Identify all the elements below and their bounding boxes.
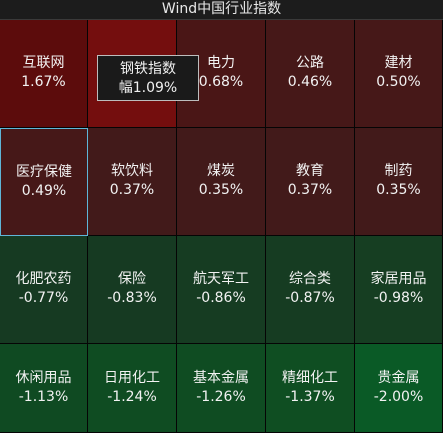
- tile-name: 精细化工: [282, 370, 338, 386]
- tile-change: -0.86%: [196, 290, 246, 306]
- industry-tile[interactable]: 煤炭 0.35%: [177, 128, 266, 236]
- tile-change: 0.37%: [287, 182, 333, 198]
- tile-name: 航天军工: [193, 271, 249, 287]
- tile-change: -1.26%: [196, 389, 246, 405]
- tile-name: 煤炭: [207, 163, 235, 179]
- tile-name: 家居用品: [370, 271, 427, 287]
- tile-change: -0.83%: [107, 290, 157, 306]
- tile-change: -2.00%: [373, 389, 424, 405]
- industry-tile[interactable]: 航天军工 -0.86%: [177, 236, 266, 344]
- industry-tile[interactable]: 建材 0.50%: [355, 20, 443, 128]
- panel-title: Wind中国行业指数: [0, 0, 443, 20]
- tooltip-change: 幅1.09%: [118, 80, 178, 96]
- industry-tile[interactable]: 休闲用品 -1.13%: [0, 344, 88, 433]
- tile-name: 互联网: [22, 55, 65, 71]
- industry-tile[interactable]: 互联网 1.67%: [0, 20, 88, 128]
- tile-change: 0.37%: [109, 182, 155, 198]
- industry-tile[interactable]: 化肥农药 -0.77%: [0, 236, 88, 344]
- industry-tile[interactable]: 教育 0.37%: [266, 128, 355, 236]
- tile-name: 公路: [296, 55, 324, 71]
- tile-name: 软饮料: [111, 163, 153, 179]
- tile-change: 1.67%: [21, 74, 66, 90]
- industry-tile[interactable]: 制药 0.35%: [355, 128, 443, 236]
- tile-name: 休闲用品: [15, 370, 72, 386]
- tile-name: 贵金属: [377, 370, 420, 386]
- tile-change: -0.87%: [285, 290, 335, 306]
- industry-tile[interactable]: 综合类 -0.87%: [266, 236, 355, 344]
- tile-change: -0.98%: [373, 290, 424, 306]
- industry-tile[interactable]: 基本金属 -1.26%: [177, 344, 266, 433]
- tile-name: 制药: [384, 163, 413, 179]
- industry-tile[interactable]: 精细化工 -1.37%: [266, 344, 355, 433]
- tile-name: 保险: [118, 271, 146, 287]
- industry-tile[interactable]: 保险 -0.83%: [88, 236, 177, 344]
- industry-tile[interactable]: 日用化工 -1.24%: [88, 344, 177, 433]
- tile-name: 电力: [207, 55, 235, 71]
- tile-name: 基本金属: [193, 370, 249, 386]
- tile-change: 0.50%: [376, 74, 421, 90]
- tooltip-name: 钢铁指数: [120, 61, 176, 77]
- tile-change: 0.35%: [198, 182, 244, 198]
- tile-name: 医疗保健: [16, 164, 72, 180]
- industry-tile[interactable]: 贵金属 -2.00%: [355, 344, 443, 433]
- tile-name: 综合类: [289, 271, 331, 287]
- tile-change: -0.77%: [18, 290, 69, 306]
- tile-change: 0.49%: [21, 183, 67, 199]
- industry-tile[interactable]: 家居用品 -0.98%: [355, 236, 443, 344]
- industry-tile[interactable]: 软饮料 0.37%: [88, 128, 177, 236]
- tile-name: 教育: [296, 163, 324, 179]
- tile-change: -1.37%: [285, 389, 335, 405]
- hover-tooltip: 钢铁指数 幅1.09%: [97, 55, 199, 101]
- tile-change: 0.68%: [198, 74, 244, 90]
- tile-change: 0.35%: [376, 182, 421, 198]
- tile-name: 化肥农药: [15, 271, 72, 287]
- industry-tile[interactable]: 医疗保健 0.49%: [0, 128, 88, 236]
- tile-change: -1.24%: [107, 389, 157, 405]
- tile-change: 0.46%: [287, 74, 333, 90]
- tile-name: 建材: [384, 55, 413, 71]
- industry-tile[interactable]: 公路 0.46%: [266, 20, 355, 128]
- tile-grid: 互联网 1.67% 电力 0.68% 公路 0.46% 建材 0.50% 医疗保健 0.49% 软饮…: [0, 20, 443, 433]
- tile-change: -1.13%: [18, 389, 69, 405]
- tile-name: 日用化工: [104, 370, 160, 386]
